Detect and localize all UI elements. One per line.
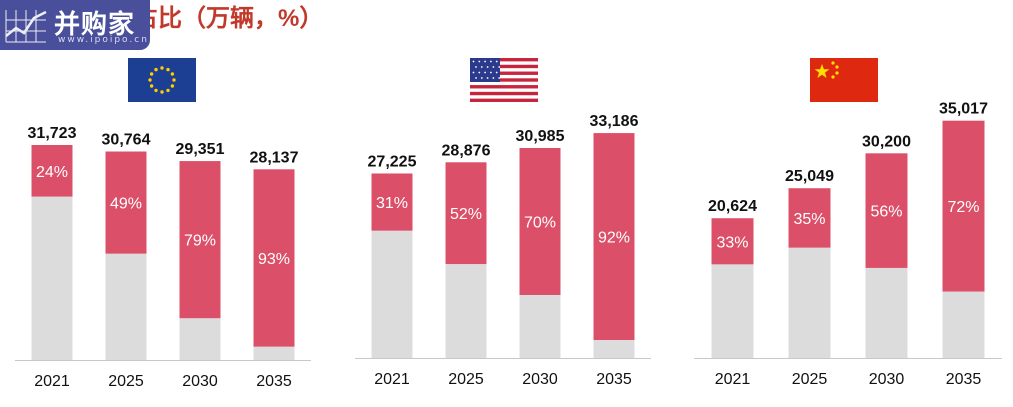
bar-connected-segment [788, 188, 831, 248]
eu-flag-icon [128, 58, 196, 102]
bar-connected-segment [445, 162, 487, 265]
total-label: 25,049 [785, 168, 834, 185]
total-label: 28,876 [442, 142, 491, 159]
bar-connected-segment [593, 133, 635, 341]
x-tick-label: 2035 [596, 371, 632, 388]
bar-connected-segment [105, 151, 147, 254]
bar-connected-segment [711, 218, 754, 265]
total-label: 28,137 [250, 149, 299, 166]
x-tick-label: 2035 [256, 373, 292, 390]
total-label: 30,985 [516, 128, 565, 145]
share-label: 79% [184, 233, 216, 250]
share-label: 92% [598, 230, 630, 247]
logo: 并购家 www.ipoipo.cn [0, 0, 150, 50]
bar-other-segment [519, 295, 561, 358]
share-label: 35% [793, 211, 825, 228]
us-flag-icon [470, 58, 538, 102]
bar-other-segment [711, 264, 754, 358]
total-label: 20,624 [708, 198, 757, 215]
bar-connected-segment [31, 145, 73, 197]
bar-other-segment [865, 267, 908, 358]
bar-connected-segment [865, 153, 908, 268]
share-label: 93% [258, 251, 290, 268]
total-label: 30,764 [102, 131, 151, 148]
bar-connected-segment [942, 120, 985, 292]
bar-other-segment [788, 247, 831, 358]
share-label: 31% [376, 195, 408, 212]
bar-other-segment [942, 291, 985, 358]
bar-connected-segment [253, 169, 295, 347]
x-tick-label: 2030 [522, 371, 558, 388]
us-chart: 31% 27,225 2021 52% 28,876 2025 70% 30,985 2030 9… [355, 113, 651, 388]
share-label: 52% [450, 206, 482, 223]
total-label: 35,017 [939, 101, 988, 118]
share-label: 56% [870, 204, 902, 221]
x-tick-label: 2025 [792, 371, 828, 388]
bar-other-segment [593, 340, 635, 358]
x-tick-label: 2021 [715, 371, 751, 388]
total-label: 33,186 [590, 113, 639, 130]
chart-logo-icon [5, 10, 47, 43]
logo-url: www.ipoipo.cn [58, 35, 149, 45]
x-tick-label: 2030 [869, 371, 905, 388]
x-tick-label: 2030 [182, 373, 218, 390]
bar-connected-segment [519, 148, 561, 296]
share-label: 24% [36, 164, 68, 181]
bar-other-segment [105, 253, 147, 360]
x-tick-label: 2021 [374, 371, 410, 388]
bar-other-segment [179, 318, 221, 360]
total-label: 31,723 [28, 125, 77, 142]
share-label: 72% [947, 199, 979, 216]
bar-connected-segment [371, 173, 413, 231]
x-tick-label: 2021 [34, 373, 70, 390]
bar-other-segment [371, 230, 413, 358]
share-label: 70% [524, 215, 556, 232]
china-flag-icon [810, 58, 878, 102]
total-label: 29,351 [176, 141, 225, 158]
china-chart: 33% 20,624 2021 35% 25,049 2025 56% 30,200 2030 7… [694, 101, 1002, 388]
logo-name: 并购家 [54, 10, 136, 40]
x-tick-label: 2025 [108, 373, 144, 390]
x-tick-label: 2035 [946, 371, 982, 388]
eu-chart: 24% 31,723 2021 49% 30,764 2025 79% 29,351 2030 9… [15, 125, 311, 390]
bar-other-segment [31, 196, 73, 360]
bar-connected-segment [179, 161, 221, 319]
bar-other-segment [445, 264, 487, 358]
x-tick-label: 2025 [448, 371, 484, 388]
bar-other-segment [253, 346, 295, 360]
share-label: 33% [716, 234, 748, 251]
share-label: 49% [110, 196, 142, 213]
total-label: 30,200 [862, 133, 911, 150]
total-label: 27,225 [368, 153, 417, 170]
